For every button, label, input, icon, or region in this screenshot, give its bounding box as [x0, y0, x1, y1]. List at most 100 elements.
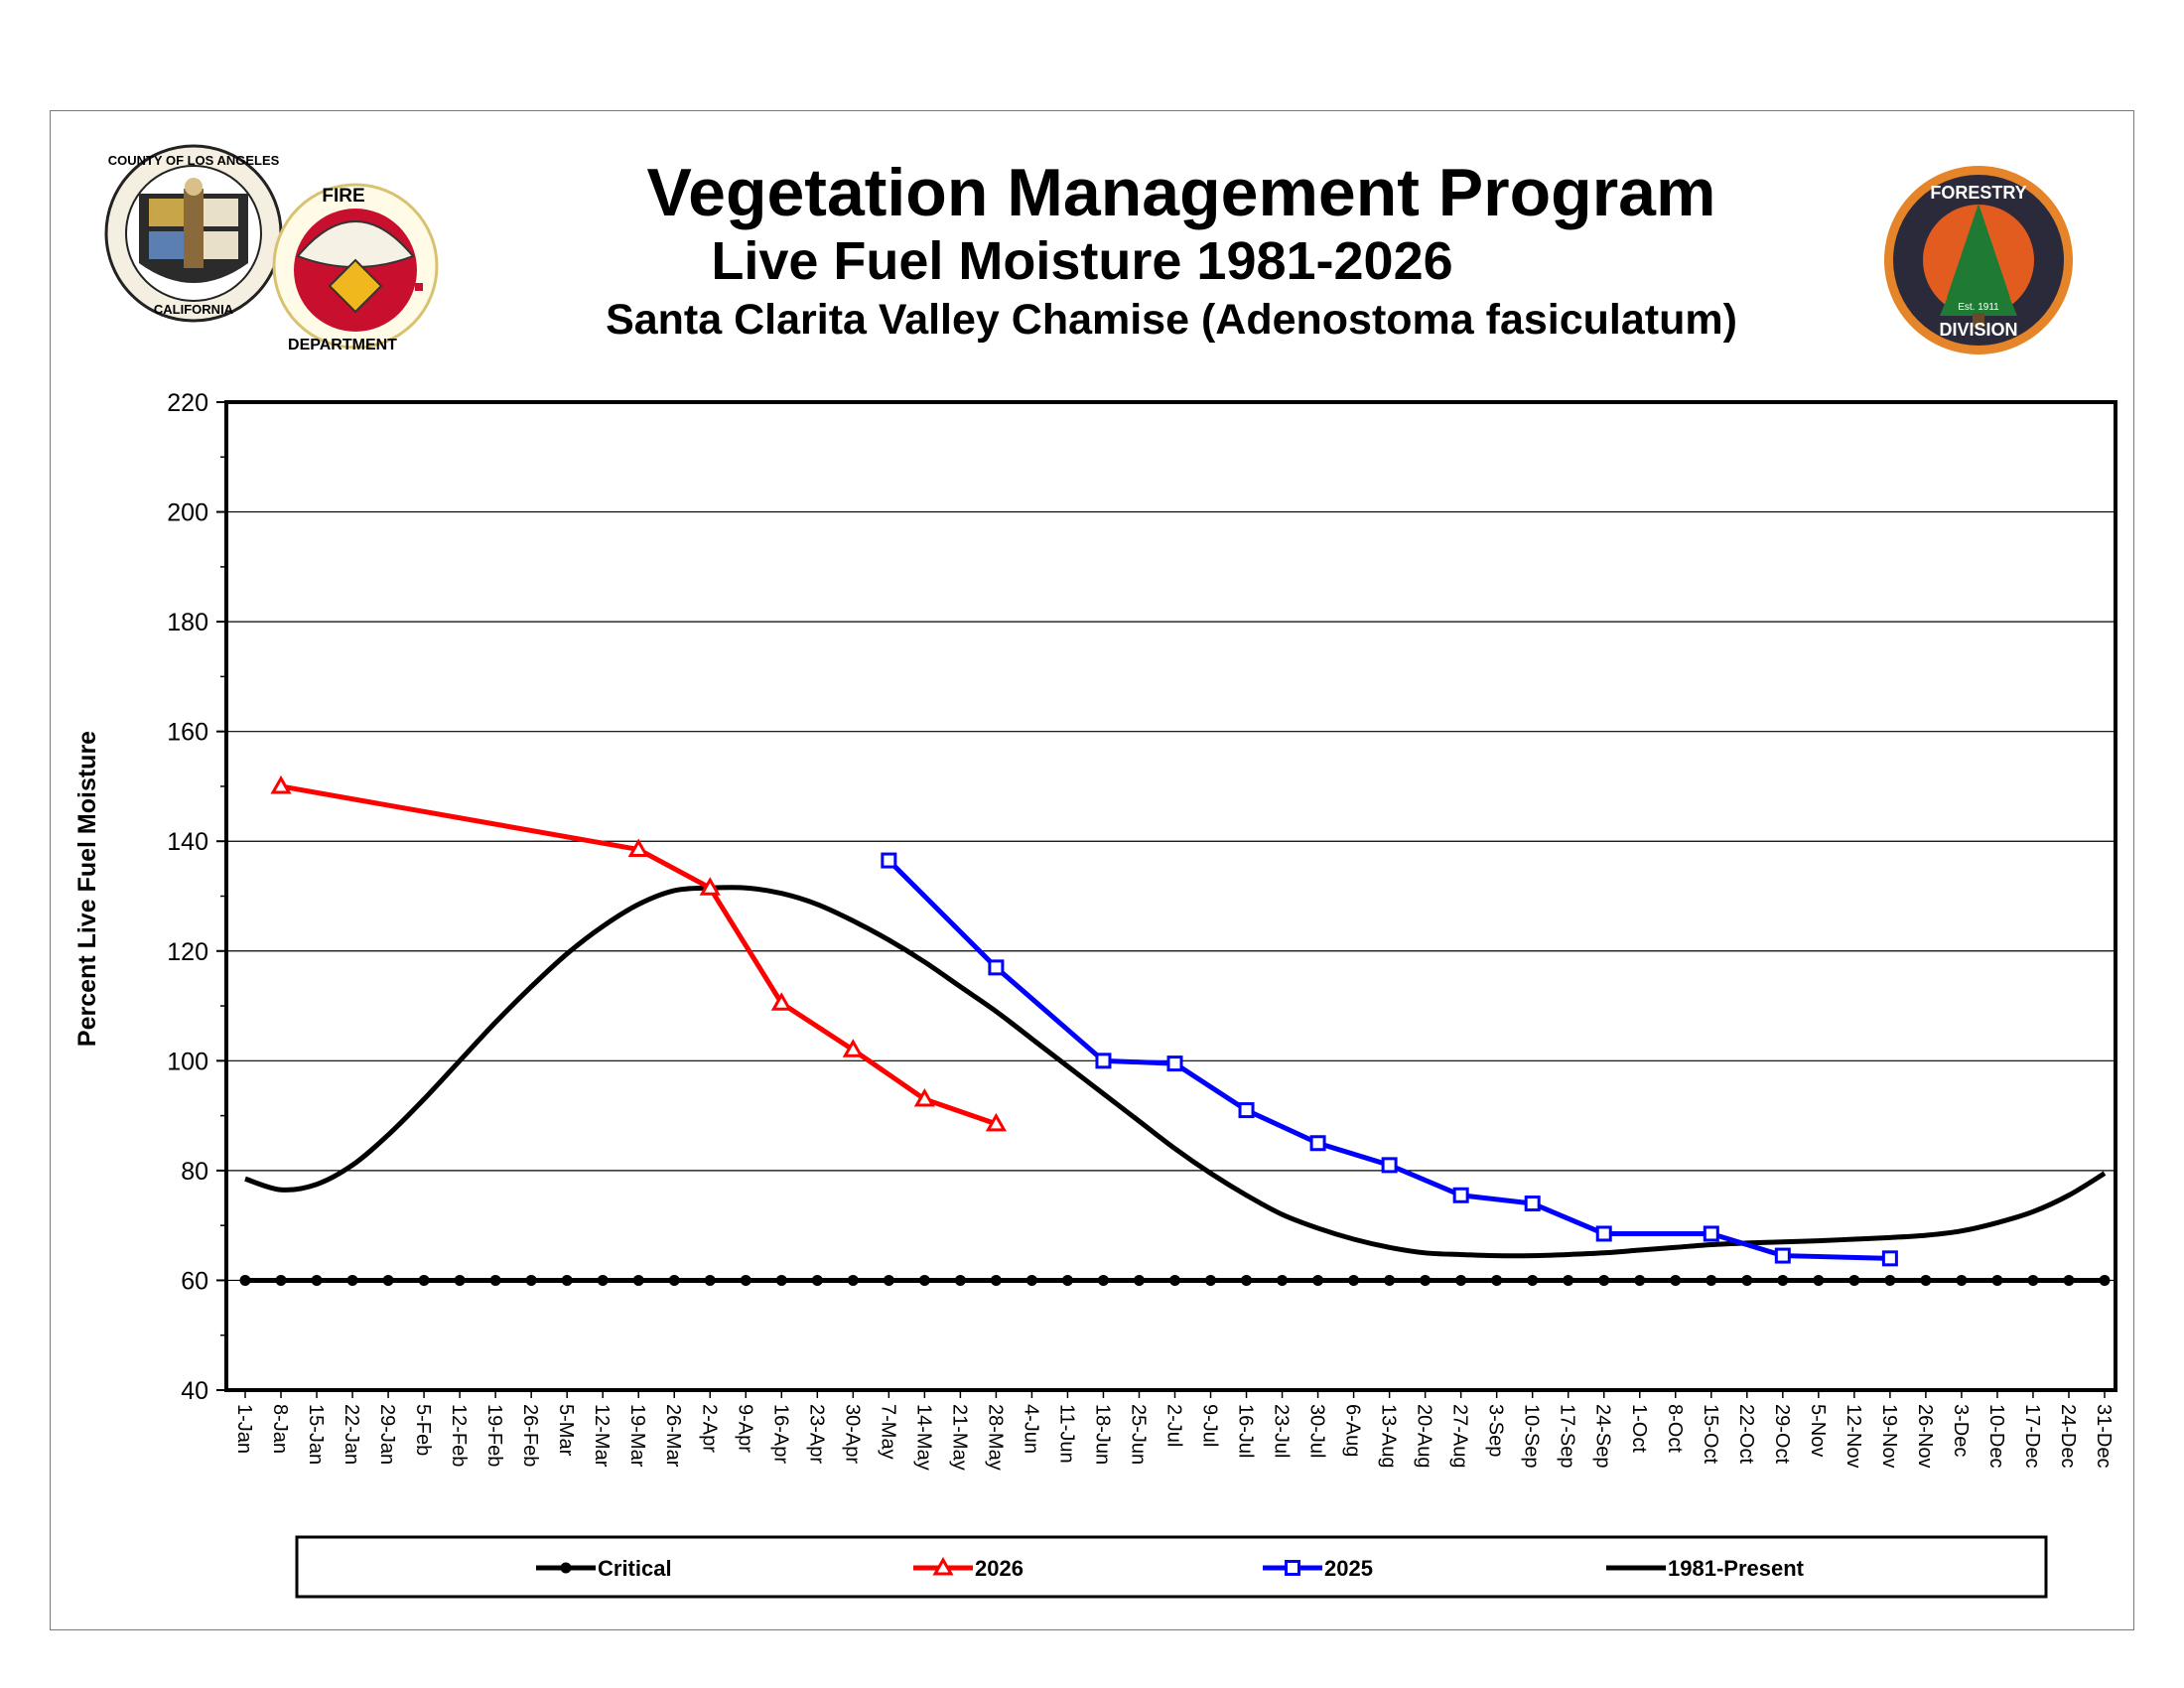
point-Critical-52 — [2099, 1274, 2111, 1286]
point-Critical-1 — [275, 1274, 287, 1286]
point-Critical-5 — [418, 1274, 430, 1286]
x-tick-label-11-Jun: 11-Jun — [1055, 1404, 1077, 1464]
county-seal-top-text: COUNTY OF LOS ANGELES — [108, 153, 280, 168]
series-1981-Present — [244, 885, 2107, 1259]
point-Critical-27 — [1205, 1274, 1217, 1286]
legend-item-Critical: Critical — [536, 1556, 672, 1581]
fire-logo-top-text: FIRE — [322, 186, 364, 207]
x-tick-label-15-Jan: 15-Jan — [305, 1404, 327, 1465]
point-2025-1 — [988, 959, 1005, 976]
x-tick-label-7-May: 7-May — [877, 1404, 898, 1460]
point-2025-11 — [1774, 1247, 1791, 1264]
point-2025-9 — [1595, 1225, 1612, 1242]
point-Critical-23 — [1061, 1274, 1073, 1286]
x-tick-label-26-Mar: 26-Mar — [662, 1404, 684, 1468]
chart-title: Vegetation Management Program — [646, 155, 1716, 230]
x-tick-label-26-Feb: 26-Feb — [519, 1404, 541, 1467]
x-tick-label-4-Jun: 4-Jun — [1020, 1404, 1041, 1454]
x-tick-label-14-May: 14-May — [912, 1404, 934, 1471]
x-tick-label-9-Jul: 9-Jul — [1199, 1404, 1221, 1447]
point-Critical-36 — [1527, 1274, 1539, 1286]
y-tick-label-100: 100 — [167, 1048, 208, 1075]
point-Critical-19 — [918, 1274, 930, 1286]
legend-item-2026: 2026 — [913, 1556, 1024, 1581]
point-Critical-30 — [1312, 1274, 1324, 1286]
point-2026-6 — [985, 1112, 1007, 1132]
series-2026 — [270, 774, 1007, 1132]
point-Critical-9 — [561, 1274, 573, 1286]
point-Critical-29 — [1277, 1274, 1289, 1286]
point-2025-7 — [1452, 1187, 1469, 1203]
legend-item-2025: 2025 — [1263, 1556, 1373, 1581]
point-Critical-17 — [847, 1274, 859, 1286]
point-Critical-22 — [1025, 1274, 1037, 1286]
point-2026-3 — [770, 992, 792, 1011]
x-tick-label-16-Jul: 16-Jul — [1235, 1404, 1257, 1458]
county-seal-logo: COUNTY OF LOS ANGELES CALIFORNIA — [104, 144, 283, 323]
x-tick-label-29-Jan: 29-Jan — [376, 1404, 398, 1465]
point-Critical-8 — [525, 1274, 537, 1286]
point-Critical-49 — [1991, 1274, 2003, 1286]
x-tick-label-30-Apr: 30-Apr — [841, 1404, 863, 1464]
x-tick-label-15-Oct: 15-Oct — [1700, 1404, 1721, 1464]
x-tick-label-22-Oct: 22-Oct — [1735, 1404, 1757, 1464]
point-Critical-6 — [454, 1274, 466, 1286]
x-tick-label-26-Nov: 26-Nov — [1914, 1404, 1936, 1468]
point-Critical-45 — [1848, 1274, 1860, 1286]
y-tick-label-140: 140 — [167, 828, 208, 856]
point-Critical-10 — [597, 1274, 609, 1286]
x-tick-label-24-Dec: 24-Dec — [2057, 1404, 2079, 1468]
point-2025-8 — [1524, 1196, 1541, 1212]
x-tick-label-2-Apr: 2-Apr — [698, 1404, 720, 1453]
x-tick-label-12-Feb: 12-Feb — [448, 1404, 470, 1467]
forestry-logo-top-text: FORESTRY — [1930, 183, 2026, 203]
series-line-2025 — [887, 858, 1890, 1261]
point-Critical-18 — [883, 1274, 894, 1286]
point-Critical-43 — [1777, 1274, 1789, 1286]
chart-site-label: Santa Clarita Valley Chamise (Adenostoma… — [606, 296, 1737, 344]
x-tick-label-5-Mar: 5-Mar — [555, 1404, 577, 1457]
x-tick-label-5-Feb: 5-Feb — [412, 1404, 434, 1456]
x-tick-label-19-Nov: 19-Nov — [1878, 1404, 1900, 1468]
x-tick-label-23-Apr: 23-Apr — [805, 1404, 827, 1464]
y-tick-label-180: 180 — [167, 609, 208, 636]
point-2025-4 — [1238, 1102, 1255, 1119]
x-tick-label-10-Dec: 10-Dec — [1985, 1404, 2007, 1468]
chart-series-layer — [239, 774, 2111, 1286]
x-tick-label-8-Oct: 8-Oct — [1664, 1404, 1686, 1453]
x-tick-label-23-Jul: 23-Jul — [1271, 1404, 1293, 1458]
point-Critical-14 — [740, 1274, 751, 1286]
x-tick-label-19-Mar: 19-Mar — [626, 1404, 648, 1468]
x-tick-label-17-Dec: 17-Dec — [2021, 1404, 2043, 1468]
point-2025-10 — [1703, 1225, 1719, 1242]
series-line-2026 — [280, 783, 998, 1127]
point-Critical-33 — [1420, 1274, 1432, 1286]
x-tick-label-2-Jul: 2-Jul — [1163, 1404, 1185, 1447]
x-tick-label-12-Mar: 12-Mar — [591, 1404, 613, 1468]
series-line-1981-Present — [244, 885, 2107, 1259]
forestry-division-logo: FORESTRY DIVISION Est. 1911 — [1884, 166, 2073, 354]
point-Critical-46 — [1884, 1274, 1896, 1286]
point-Critical-24 — [1097, 1274, 1109, 1286]
point-Critical-11 — [632, 1274, 644, 1286]
point-2025-6 — [1381, 1157, 1398, 1174]
point-2026-5 — [913, 1088, 935, 1107]
point-Critical-25 — [1133, 1274, 1145, 1286]
point-Critical-51 — [2063, 1274, 2075, 1286]
x-tick-label-27-Aug: 27-Aug — [1449, 1404, 1471, 1469]
fire-logo-bottom-text: DEPARTMENT — [288, 337, 397, 353]
point-Critical-38 — [1598, 1274, 1610, 1286]
point-Critical-32 — [1384, 1274, 1396, 1286]
point-Critical-12 — [668, 1274, 680, 1286]
x-tick-label-30-Jul: 30-Jul — [1306, 1404, 1328, 1458]
point-Critical-34 — [1455, 1274, 1467, 1286]
y-tick-label-220: 220 — [167, 389, 208, 417]
chart-subtitle: Live Fuel Moisture 1981-2026 — [711, 231, 1453, 291]
series-2025 — [881, 852, 1898, 1267]
point-2025-3 — [1166, 1055, 1183, 1072]
x-tick-label-8-Jan: 8-Jan — [269, 1404, 291, 1454]
legend-label-2025: 2025 — [1324, 1556, 1373, 1581]
x-tick-label-17-Sep: 17-Sep — [1557, 1404, 1578, 1469]
x-tick-label-25-Jun: 25-Jun — [1127, 1404, 1149, 1465]
legend-label-Critical: Critical — [598, 1556, 672, 1581]
